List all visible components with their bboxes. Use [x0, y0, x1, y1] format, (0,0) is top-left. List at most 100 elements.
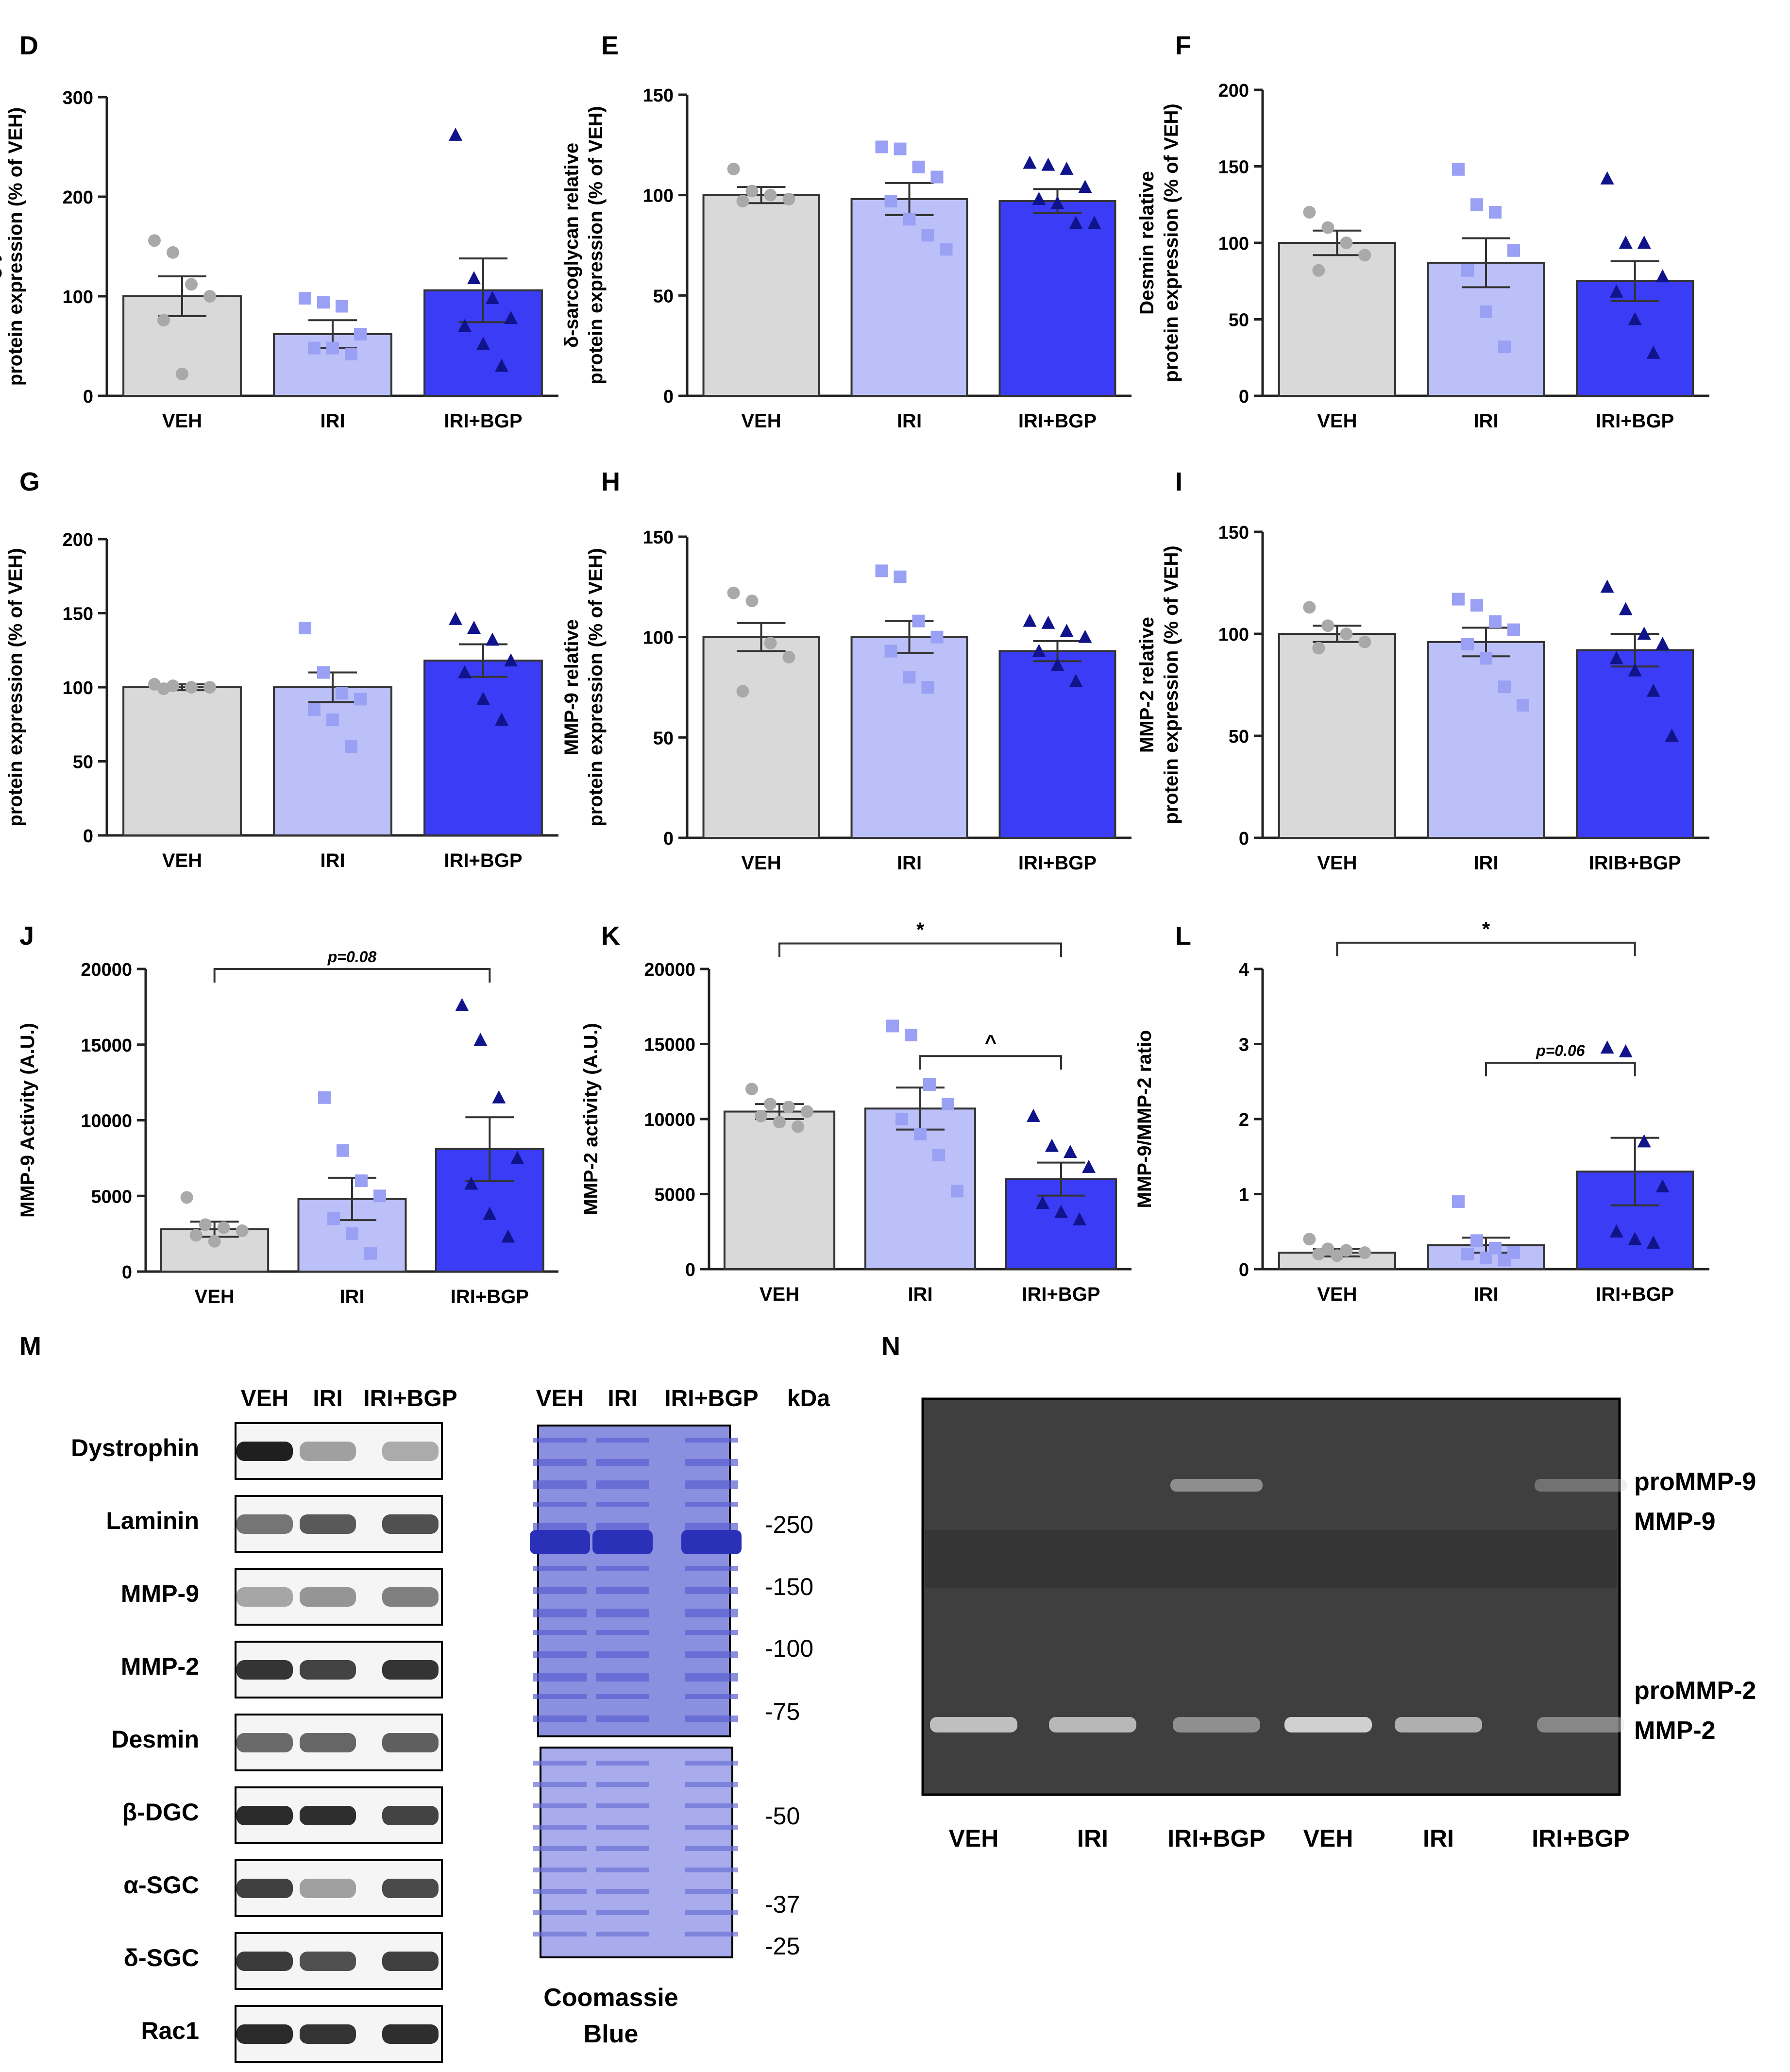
gel-lane-label: IRI+BGP [664, 1386, 758, 1411]
blot-band [382, 1879, 439, 1898]
data-point [336, 687, 348, 700]
gel-band [596, 1715, 649, 1722]
zymogram-prommp9-band [1535, 1479, 1627, 1492]
y-tick-label: 0 [1239, 387, 1249, 407]
data-point [930, 630, 944, 644]
data-point [492, 1090, 506, 1104]
x-tick-label: VEH [741, 410, 781, 432]
kda-marker: -250 [765, 1511, 813, 1538]
chart-d-alpha-sarcoglycan: 0 100 200 300 α-sarcoglycan relative protein … [0, 88, 558, 432]
data-point [1600, 171, 1614, 185]
data-point [894, 570, 907, 583]
gel-band [685, 1694, 738, 1699]
gel-band [685, 1846, 738, 1851]
x-tick-label: IRI [1473, 852, 1498, 874]
data-point [912, 614, 925, 628]
blot-band [300, 2024, 356, 2044]
gel-band [533, 1910, 587, 1915]
gel-band [685, 1587, 738, 1594]
data-point [745, 594, 759, 608]
y-axis-label: MMP-2 relative [1136, 617, 1158, 753]
blot-band [236, 1442, 293, 1461]
data-point [501, 1229, 515, 1243]
data-point [1507, 244, 1520, 257]
data-point [1078, 629, 1092, 643]
data-point [1452, 593, 1465, 606]
data-point [317, 666, 330, 679]
data-point [1064, 1144, 1077, 1158]
bar-1 [850, 636, 968, 839]
blot-row-label: Rac1 [141, 2017, 199, 2044]
blot-band [300, 1514, 356, 1534]
data-point [1087, 216, 1101, 229]
data-point [1032, 191, 1046, 205]
gel-band [685, 1523, 738, 1530]
data-point [1609, 1224, 1623, 1238]
data-point [1078, 180, 1092, 193]
blot-band [236, 2024, 293, 2044]
data-point [1628, 312, 1642, 325]
data-point [495, 713, 508, 726]
gel-band [596, 1502, 649, 1507]
y-axis-label: protein expression (% of VEH) [1161, 103, 1182, 382]
data-point [1069, 216, 1083, 229]
data-point [1637, 1134, 1651, 1148]
data-point [203, 290, 216, 303]
blot-band [382, 1587, 439, 1607]
y-tick-label: 50 [1229, 727, 1249, 747]
data-point [318, 1091, 331, 1104]
data-point [364, 1247, 377, 1260]
y-tick-label: 20000 [81, 960, 132, 980]
zymogram-mmp2-band [1284, 1717, 1372, 1732]
gel-band [533, 1825, 587, 1830]
data-point [764, 637, 777, 650]
blot-lane-label: IRI+BGP [363, 1386, 457, 1411]
zymogram-band-label: proMMP-9 [1634, 1468, 1756, 1496]
y-axis-label: MMP-9 Activity (A.U.) [17, 1023, 38, 1218]
data-point [951, 1185, 963, 1198]
gel-band [533, 1459, 587, 1466]
y-tick-label: 150 [1218, 157, 1249, 178]
data-point [1619, 236, 1633, 249]
data-point [1480, 305, 1492, 318]
blot-band [382, 2024, 439, 2044]
gel-band [596, 1868, 649, 1872]
gel-band [596, 1803, 649, 1808]
zymogram-band-label: MMP-9 [1634, 1508, 1716, 1536]
gel-band [533, 1566, 587, 1571]
gel-band [685, 1782, 738, 1787]
kda-marker: -37 [765, 1891, 800, 1918]
gel-band [596, 1459, 649, 1466]
y-tick-label: 100 [63, 287, 93, 307]
data-point [1312, 642, 1325, 655]
zymogram-band-label: proMMP-2 [1634, 1677, 1756, 1705]
x-tick-label: IRI+BGP [1018, 410, 1097, 432]
blot-band [236, 1879, 293, 1898]
data-point [148, 234, 161, 247]
zymogram-lane-label: IRI+BGP [1532, 1825, 1629, 1852]
data-point [1480, 652, 1492, 665]
data-point [1340, 628, 1353, 640]
blot-row-label: MMP-9 [121, 1580, 199, 1607]
data-point [1507, 623, 1520, 636]
gel-band [685, 1825, 738, 1830]
blot-band [300, 1660, 356, 1680]
data-point [495, 358, 508, 372]
x-tick-label: VEH [195, 1286, 235, 1308]
data-point [176, 367, 188, 380]
significance-label: p=0.08 [327, 948, 377, 966]
y-axis-label: Rac1 relative [0, 628, 2, 747]
data-point [1303, 1233, 1316, 1246]
gel-band [685, 1803, 738, 1808]
data-point [1358, 249, 1371, 262]
blot-band [300, 1806, 356, 1825]
data-point [940, 243, 953, 256]
blot-band [300, 1952, 356, 1971]
data-point [467, 271, 481, 285]
data-point [1041, 157, 1055, 171]
data-point [1461, 638, 1474, 650]
data-point [905, 1028, 917, 1041]
data-point [345, 347, 357, 360]
data-point [1054, 1205, 1068, 1218]
gel-caption: Coomassie [543, 1984, 678, 2012]
